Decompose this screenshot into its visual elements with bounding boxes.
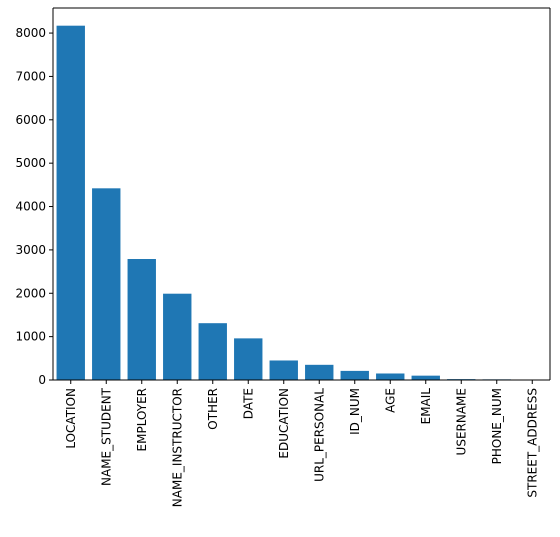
x-tick-label: EDUCATION — [277, 388, 291, 459]
bar-employer — [127, 259, 156, 380]
x-axis-ticks: LOCATION NAME_STUDENT EMPLOYER NAME_INSTRUC… — [64, 380, 539, 507]
y-tick-label: 1000 — [15, 330, 46, 344]
bar-name-student — [92, 188, 121, 380]
y-tick-label: 7000 — [15, 69, 46, 83]
y-tick-label: 5000 — [15, 156, 46, 170]
x-tick-label: PHONE_NUM — [490, 388, 504, 464]
y-tick-label: 0 — [38, 373, 46, 387]
bar-email — [411, 375, 440, 380]
bar-url-personal — [305, 364, 334, 380]
y-tick-label: 4000 — [15, 200, 46, 214]
x-tick-label: EMAIL — [419, 388, 433, 425]
y-tick-label: 2000 — [15, 286, 46, 300]
bar-education — [269, 360, 298, 380]
x-tick-label: NAME_STUDENT — [99, 387, 113, 486]
y-tick-label: 6000 — [15, 113, 46, 127]
axes-frame — [52, 7, 551, 381]
x-tick-label: EMPLOYER — [135, 388, 149, 451]
x-tick-label: USERNAME — [454, 388, 468, 455]
x-tick-label: DATE — [241, 388, 255, 419]
y-tick-label: 3000 — [15, 243, 46, 257]
bar-other — [198, 323, 227, 380]
y-tick-label: 8000 — [15, 26, 46, 40]
x-tick-label: OTHER — [206, 388, 220, 430]
x-tick-label: ID_NUM — [348, 388, 362, 435]
bars-group — [56, 25, 547, 380]
x-tick-label: AGE — [383, 388, 397, 413]
bar-date — [234, 338, 263, 380]
x-tick-label: URL_PERSONAL — [312, 388, 326, 482]
x-tick-label: LOCATION — [64, 388, 78, 449]
bar-name-instructor — [163, 293, 192, 380]
bar-location — [56, 25, 85, 380]
bar-id-num — [340, 370, 369, 380]
bar-age — [376, 373, 405, 380]
y-axis-ticks: 0 1000 2000 3000 4000 5000 6000 7000 8000 — [15, 26, 53, 387]
x-tick-label: STREET_ADDRESS — [525, 388, 539, 498]
x-tick-label: NAME_INSTRUCTOR — [170, 388, 184, 507]
